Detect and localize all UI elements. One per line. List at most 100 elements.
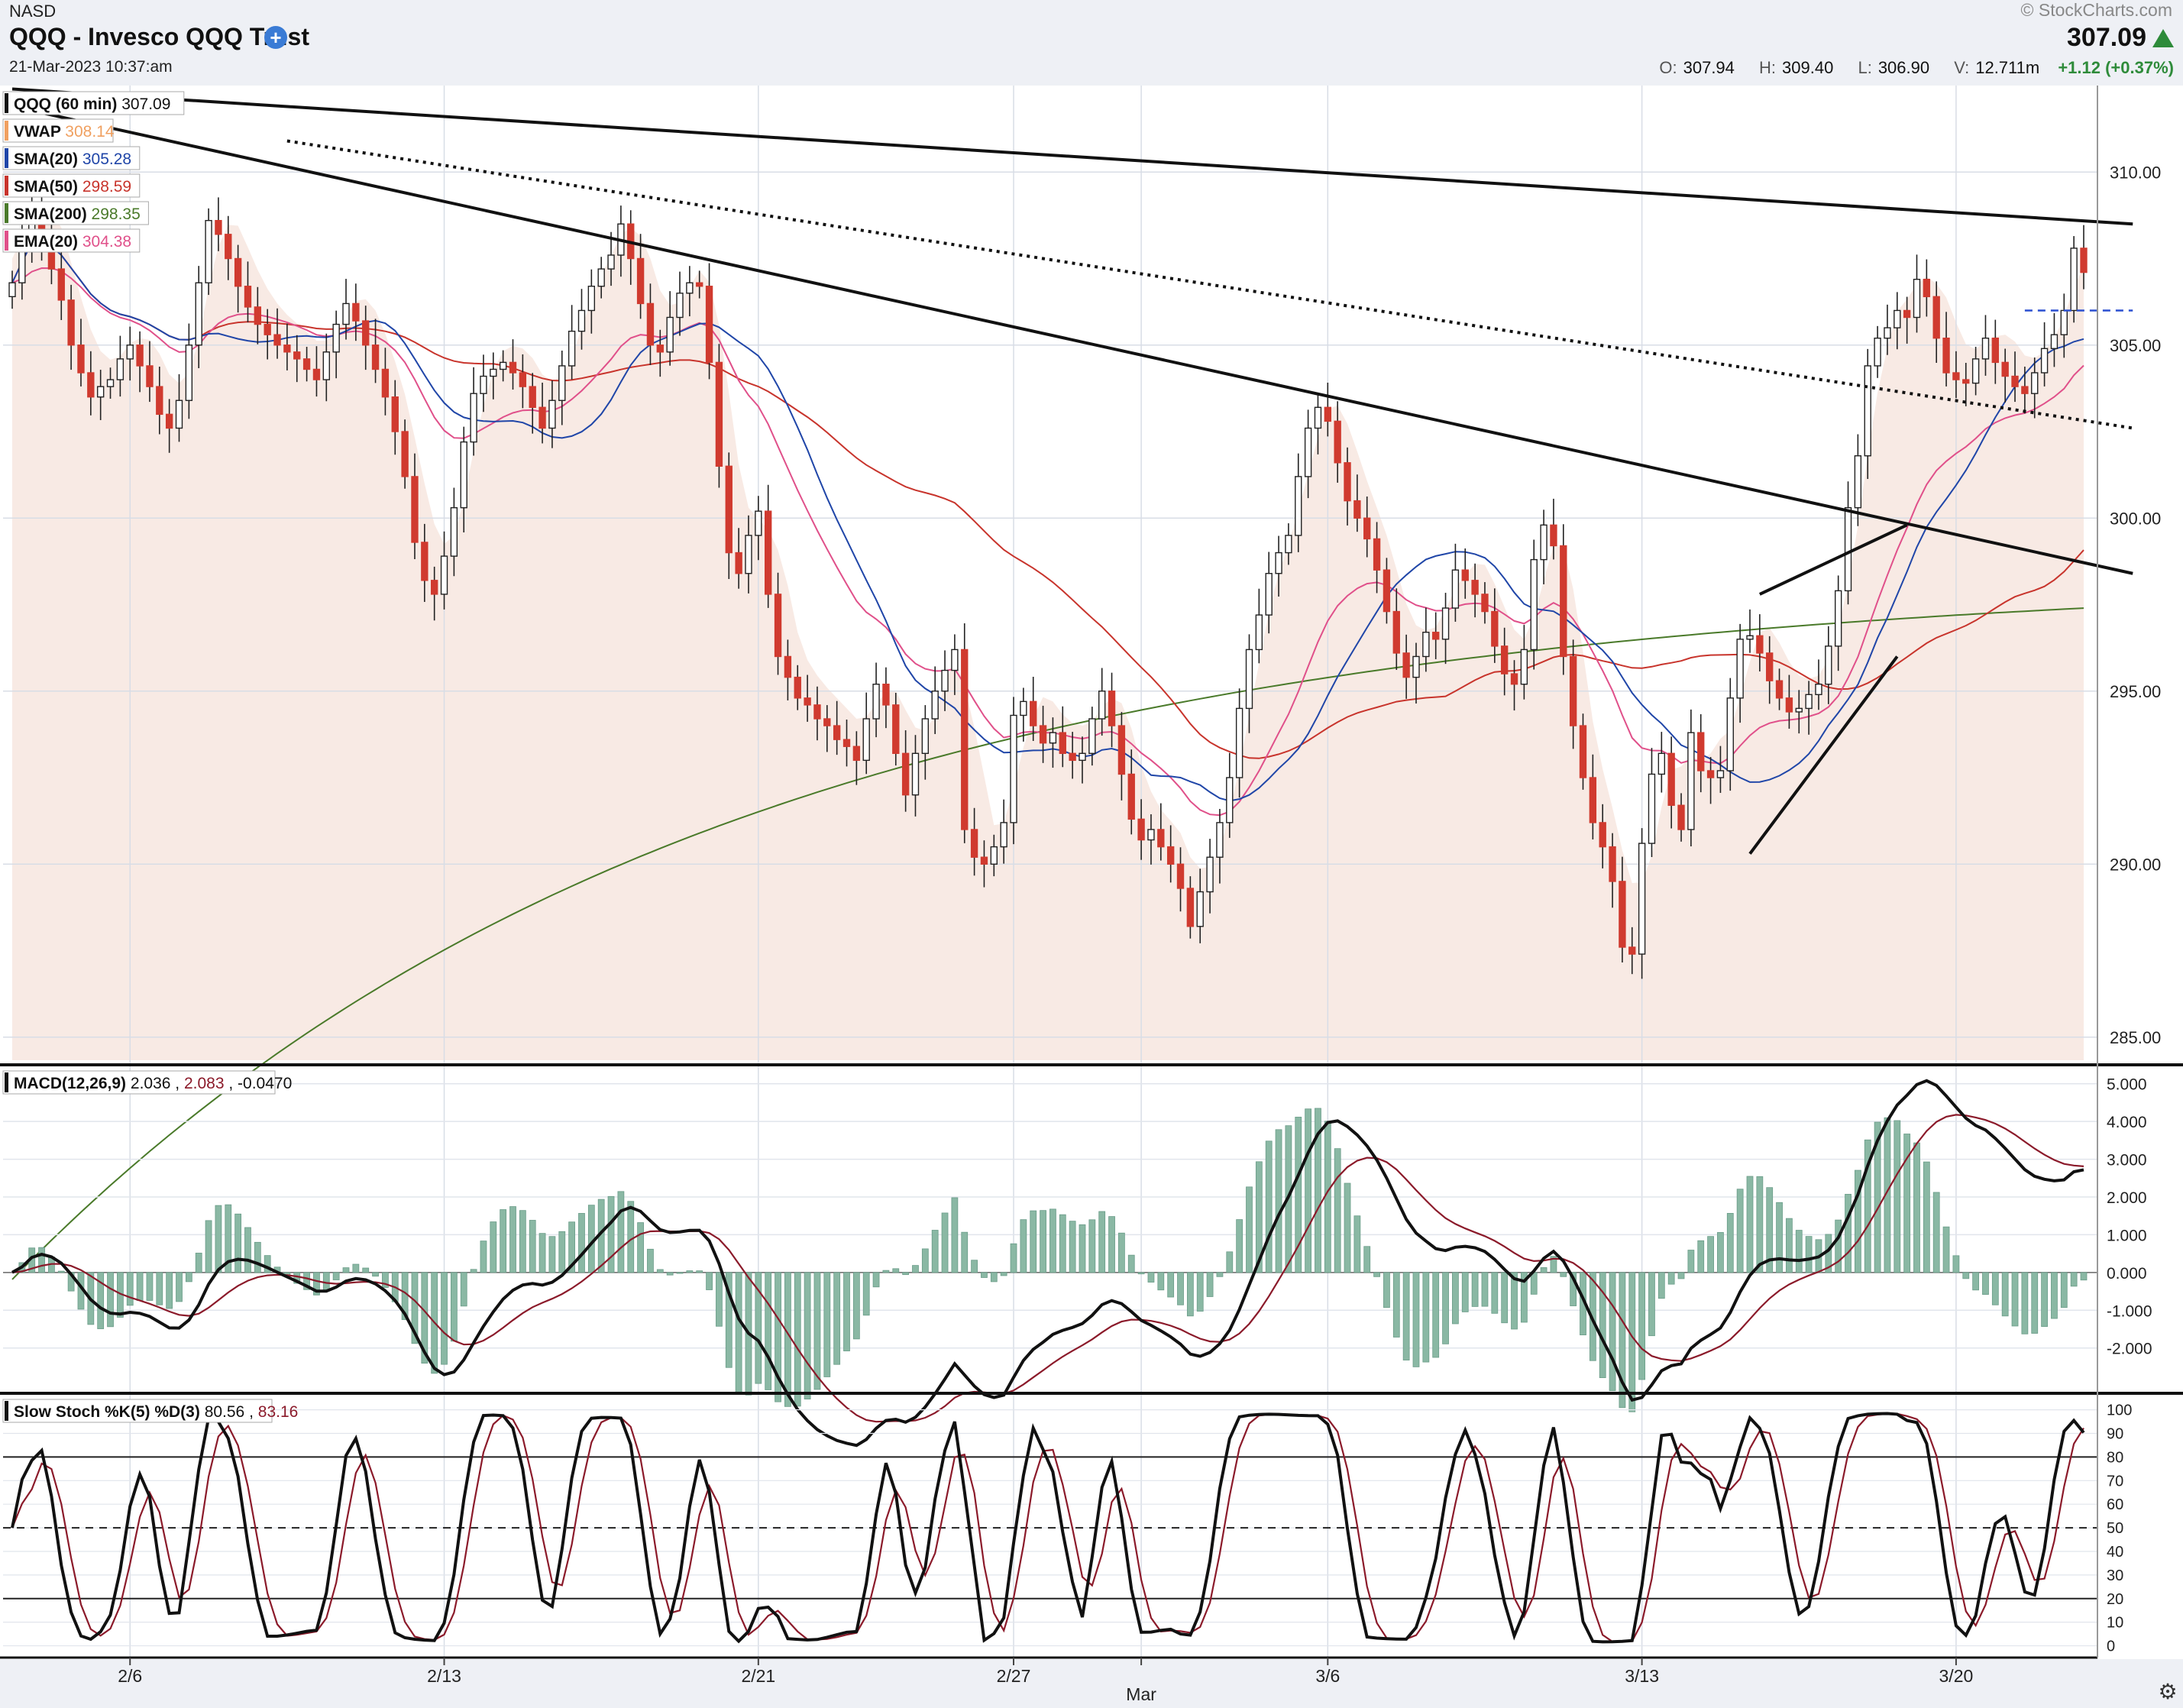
candle-body xyxy=(1147,829,1155,841)
macd-histogram-bar xyxy=(166,1272,173,1309)
candle-body xyxy=(1275,552,1282,574)
candle-body xyxy=(823,718,831,726)
stoch-axis-label: 0 xyxy=(2107,1638,2115,1655)
legend-swatch xyxy=(5,203,8,223)
candle-body xyxy=(1216,822,1224,858)
candle-body xyxy=(1550,524,1557,547)
macd-histogram-bar xyxy=(1835,1219,1842,1273)
candle-body xyxy=(185,345,193,401)
macd-histogram-bar xyxy=(303,1272,310,1290)
candle-body xyxy=(215,219,222,235)
brand-watermark: © StockCharts.com xyxy=(2020,0,2172,20)
macd-histogram-bar xyxy=(136,1272,144,1301)
macd-histogram-bar xyxy=(234,1213,242,1273)
macd-histogram-bar xyxy=(1363,1246,1371,1273)
candle-body xyxy=(342,302,350,325)
macd-histogram-bar xyxy=(568,1221,576,1273)
x-axis-label: Mar xyxy=(1126,1684,1156,1704)
candle-body xyxy=(686,282,694,294)
candle-body xyxy=(1697,732,1705,772)
macd-histogram-bar xyxy=(804,1272,811,1399)
macd-histogram-bar xyxy=(1736,1189,1744,1273)
stoch-axis-label: 30 xyxy=(2107,1567,2123,1584)
price-chart[interactable]: 285.00 290.00 295.00 300.00 305.00 310.00 QQQ … xyxy=(0,86,2183,1708)
candle-body xyxy=(302,358,311,370)
macd-histogram-bar xyxy=(607,1195,615,1273)
legend-entry: QQQ (60 min) 307.09 xyxy=(14,95,170,113)
candle-body xyxy=(784,655,792,678)
candle-body xyxy=(568,330,576,367)
candle-body xyxy=(1245,649,1253,710)
candle-body xyxy=(273,334,281,346)
candle-body xyxy=(1235,707,1244,778)
candle-body xyxy=(136,345,144,367)
macd-histogram-bar xyxy=(322,1272,330,1291)
candle-body xyxy=(1059,732,1066,754)
plus-icon[interactable]: + xyxy=(264,26,287,49)
candle-body xyxy=(2070,247,2078,312)
macd-histogram-bar xyxy=(254,1241,261,1273)
macd-histogram-bar xyxy=(1481,1272,1489,1307)
candle-body xyxy=(1432,632,1440,640)
price-axis-label: 300.00 xyxy=(2110,509,2161,528)
macd-histogram-bar xyxy=(548,1236,556,1273)
macd-histogram-bar xyxy=(1392,1272,1400,1338)
gear-icon[interactable]: ⚙ xyxy=(2158,1680,2177,1703)
candle-body xyxy=(587,286,596,312)
candle-body xyxy=(1471,580,1479,595)
candle-body xyxy=(1520,649,1528,685)
macd-histogram-bar xyxy=(1127,1254,1135,1273)
candle-body xyxy=(254,306,262,325)
macd-histogram-bar xyxy=(500,1209,507,1273)
candle-body xyxy=(901,752,910,796)
stoch-d-line xyxy=(11,1412,2084,1643)
macd-histogram-bar xyxy=(1530,1272,1538,1295)
macd-histogram-bar xyxy=(1206,1272,1214,1297)
macd-histogram-bar xyxy=(146,1272,154,1301)
high-value: 309.40 xyxy=(1782,58,1834,77)
candle-body xyxy=(755,510,762,536)
macd-histogram-bar xyxy=(617,1191,625,1273)
candle-body xyxy=(1314,406,1322,429)
candle-body xyxy=(77,345,85,374)
macd-histogram-bar xyxy=(342,1267,350,1273)
candle-body xyxy=(1706,770,1715,778)
legend-box xyxy=(2,1070,276,1095)
macd-histogram-bar xyxy=(490,1221,497,1273)
candle-body xyxy=(666,316,674,353)
candle-body xyxy=(2031,372,2039,394)
candle-body xyxy=(1383,569,1391,613)
macd-histogram-bar xyxy=(1226,1251,1234,1273)
macd-histogram-bar xyxy=(1079,1224,1086,1273)
macd-histogram-bar xyxy=(1353,1215,1361,1273)
macd-histogram-bar xyxy=(1098,1211,1106,1273)
candle-body xyxy=(440,555,448,595)
candle-body xyxy=(1157,829,1165,848)
candle-body xyxy=(322,351,330,380)
candle-body xyxy=(1196,891,1204,927)
candle-body xyxy=(1923,278,1931,298)
macd-histogram-bar xyxy=(2011,1272,2019,1327)
candle-body xyxy=(116,358,125,380)
legend-swatch xyxy=(5,176,8,196)
candle-body xyxy=(1766,652,1774,681)
candle-body xyxy=(1609,846,1616,882)
macd-histogram-bar xyxy=(725,1272,733,1368)
candle-body xyxy=(371,345,380,370)
trendline-wedge-low xyxy=(1748,655,1899,855)
candle-body xyxy=(234,257,242,287)
candle-body xyxy=(1176,863,1185,889)
candle-body xyxy=(1785,697,1793,713)
candle-body xyxy=(391,396,399,432)
candle-body xyxy=(1363,517,1371,540)
candle-body xyxy=(1530,558,1538,651)
macd-histogram-bar xyxy=(2051,1272,2058,1319)
candle-body xyxy=(1874,337,1881,367)
macd-histogram-bar xyxy=(872,1272,880,1288)
volume-value: 12.711m xyxy=(1975,58,2040,77)
candle-body xyxy=(1481,594,1489,613)
x-axis-bg xyxy=(0,1659,2183,1708)
macd-histogram-bar xyxy=(1619,1272,1626,1409)
candle-body xyxy=(1461,569,1469,581)
macd-histogram-bar xyxy=(1275,1129,1282,1273)
